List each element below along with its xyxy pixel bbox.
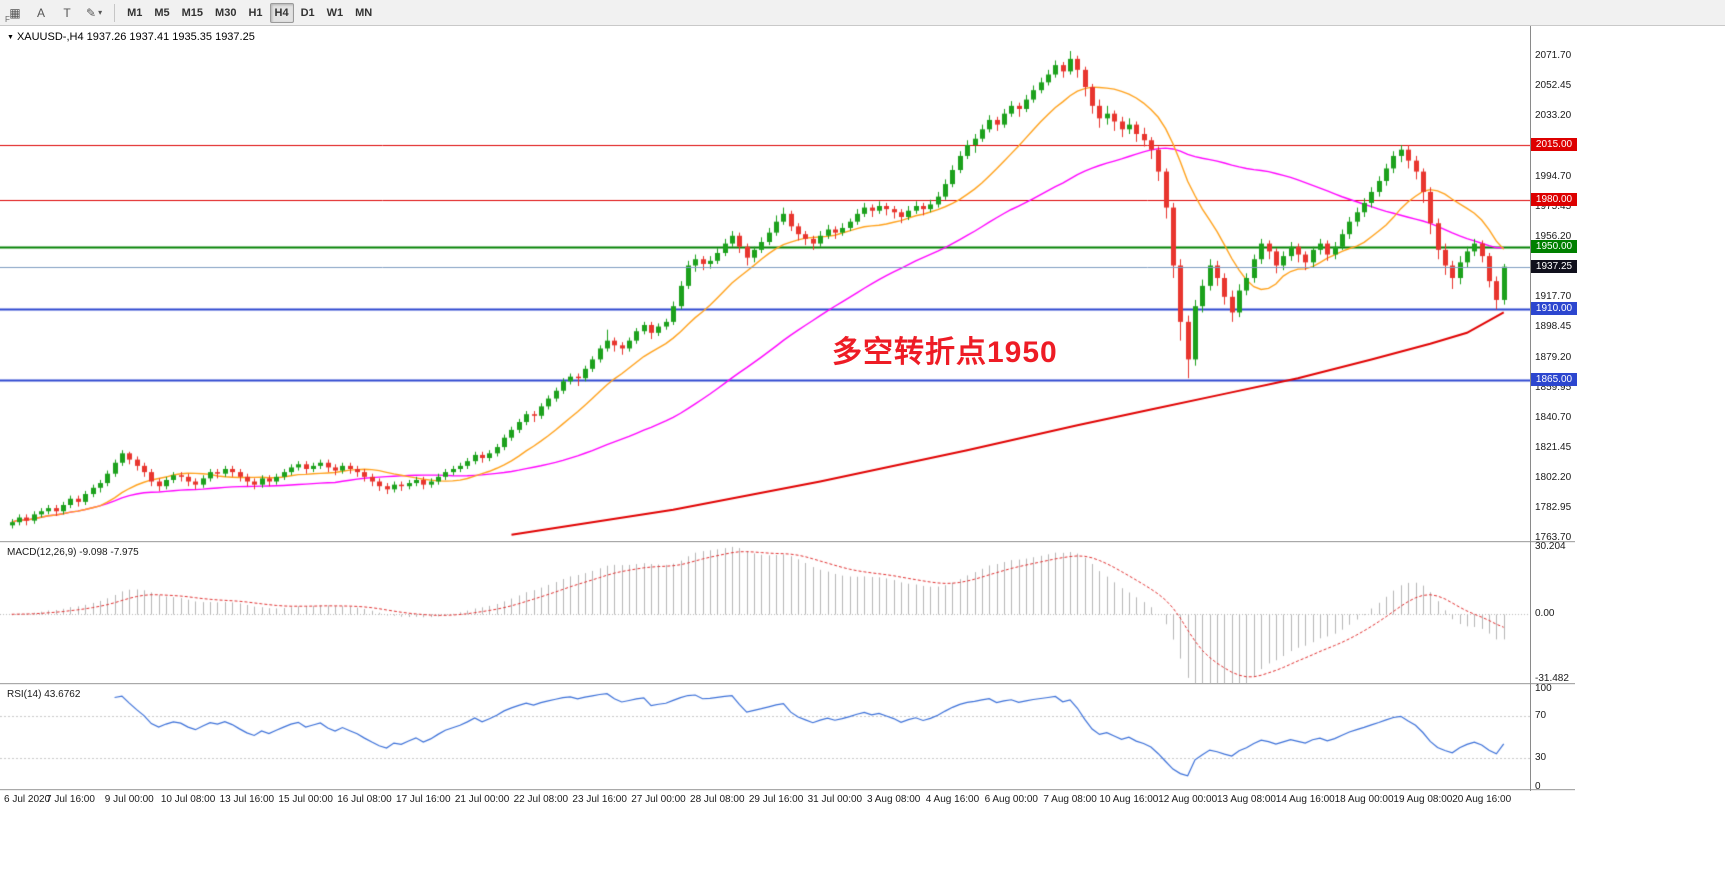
- price-axis-tick: 1898.45: [1535, 321, 1572, 333]
- annotation-a-icon[interactable]: A: [36, 5, 45, 20]
- panel-splitter-timeaxis: [0, 789, 1575, 791]
- timeframe-button-h4[interactable]: H4: [269, 2, 294, 23]
- rsi-scale-label: 100: [1535, 683, 1552, 694]
- timeframe-button-m30[interactable]: M30: [215, 6, 237, 19]
- time-axis-label: 7 Aug 08:00: [1043, 794, 1097, 805]
- time-axis-label: 13 Aug 08:00: [1216, 794, 1276, 805]
- quote-line: ▼ XAUUSD-,H4 1937.26 1937.41 1935.35 1937…: [7, 31, 255, 43]
- timeframe-button-w1[interactable]: W1: [326, 6, 344, 19]
- quote-text: XAUUSD-,H4 1937.26 1937.41 1935.35 1937.…: [16, 31, 255, 43]
- price-axis-tick: 1763.70: [1535, 532, 1572, 544]
- symbol-collapse-icon: ▼: [7, 34, 14, 41]
- time-axis-label: 9 Jul 00:00: [104, 794, 154, 805]
- time-axis-label: 23 Jul 16:00: [572, 794, 627, 805]
- time-axis-label: 10 Aug 16:00: [1099, 794, 1159, 805]
- time-axis-label: 14 Aug 16:00: [1275, 794, 1335, 805]
- price-axis-tick: 1956.20: [1535, 231, 1572, 242]
- time-axis-label: 12 Aug 00:00: [1158, 794, 1218, 805]
- rsi-indicator-canvas[interactable]: [0, 685, 1530, 789]
- price-axis-tick: 2071.70: [1535, 50, 1572, 62]
- toolbar: ▦ A T ✎ ▾ M1 M5 M15 M30 H1 H4 D1 W1 MN: [0, 0, 1725, 26]
- price-level-tag: 1865.00: [1531, 372, 1577, 386]
- time-axis-label: 13 Jul 16:00: [219, 794, 275, 805]
- rsi-scale-label: 0: [1535, 781, 1541, 792]
- rsi-scale-label: 70: [1535, 710, 1547, 722]
- chart-grid-icon[interactable]: ▦: [9, 5, 21, 20]
- time-axis-label: 27 Jul 00:00: [631, 794, 686, 805]
- price-axis-tick: 1879.20: [1535, 351, 1572, 363]
- timeframe-button-m1[interactable]: M1: [127, 6, 143, 19]
- text-tool-icon[interactable]: T: [63, 5, 71, 20]
- price-axis-tick: 1994.70: [1535, 170, 1572, 182]
- line-tool-icon[interactable]: ✎ ▾: [86, 5, 103, 20]
- time-axis-label: 18 Aug 00:00: [1334, 794, 1394, 805]
- price-level-tag: 2015.00: [1531, 137, 1577, 151]
- timeframe-button-d1[interactable]: D1: [300, 6, 315, 19]
- price-axis-tick: 1782.95: [1535, 502, 1572, 514]
- price-axis-tick: 1802.20: [1535, 472, 1572, 484]
- price-axis-border: [1530, 26, 1531, 791]
- time-axis-label: 4 Aug 16:00: [925, 794, 980, 805]
- price-axis-tick: 2033.20: [1535, 110, 1572, 122]
- time-axis-label: 31 Jul 00:00: [807, 794, 863, 805]
- timeframe-button-m15[interactable]: M15: [181, 6, 204, 19]
- macd-scale-label: 30.204: [1535, 541, 1566, 552]
- rsi-label: RSI(14) 43.6762: [7, 689, 81, 700]
- macd-indicator-canvas[interactable]: [0, 543, 1530, 683]
- price-axis-tick: 1917.70: [1535, 291, 1572, 303]
- time-axis-label: 10 Jul 08:00: [160, 794, 216, 805]
- time-axis-label: 6 Aug 00:00: [984, 794, 1038, 805]
- current-price-tag: 1937.25: [1531, 259, 1577, 273]
- timeframe-button-mn[interactable]: MN: [355, 6, 373, 19]
- panel-splitter-rsi[interactable]: [0, 683, 1575, 685]
- price-axis-tick: 1975.45: [1535, 200, 1572, 212]
- price-level-tag: 1910.00: [1531, 302, 1577, 316]
- time-axis-label: 16 Jul 08:00: [337, 794, 392, 805]
- time-axis-label: 19 Aug 08:00: [1393, 794, 1453, 805]
- time-axis-label: 21 Jul 00:00: [454, 794, 510, 805]
- pivot-annotation-text[interactable]: 多空转折点1950: [832, 336, 1058, 369]
- fast-navigation-label: F: [5, 15, 10, 24]
- price-axis-tick: 2052.45: [1535, 80, 1572, 92]
- price-level-tag: 1950.00: [1531, 239, 1577, 253]
- price-level-tag: 1980.00: [1531, 192, 1577, 206]
- time-axis-label: 3 Aug 08:00: [866, 794, 921, 805]
- time-axis-label: 28 Jul 08:00: [690, 794, 745, 805]
- macd-scale-label: -31.482: [1535, 673, 1569, 684]
- price-axis-tick: 1859.95: [1535, 381, 1572, 393]
- macd-label: MACD(12,26,9) -9.098 -7.975: [7, 547, 139, 558]
- macd-scale-label: 0.00: [1535, 608, 1555, 620]
- time-axis-label: 22 Jul 08:00: [513, 794, 569, 805]
- price-axis-tick: 1840.70: [1535, 411, 1572, 423]
- main-price-chart-canvas[interactable]: [0, 26, 1530, 541]
- rsi-scale-label: 30: [1535, 751, 1547, 763]
- dropdown-caret-icon: ▾: [98, 8, 103, 17]
- panel-splitter-macd[interactable]: [0, 541, 1575, 543]
- time-axis-label: 20 Aug 16:00: [1452, 794, 1512, 805]
- time-axis-label: 29 Jul 16:00: [748, 794, 804, 805]
- toolbar-separator: [114, 3, 116, 22]
- timeframe-button-m5[interactable]: M5: [154, 6, 170, 19]
- time-axis-label: 17 Jul 16:00: [396, 794, 451, 805]
- price-axis-tick: 1821.45: [1535, 441, 1572, 453]
- time-axis-label: 6 Jul 2020: [4, 794, 51, 805]
- time-axis-label: 7 Jul 16:00: [46, 794, 95, 805]
- time-axis-label: 15 Jul 00:00: [278, 794, 333, 805]
- timeframe-button-h1[interactable]: H1: [248, 6, 263, 19]
